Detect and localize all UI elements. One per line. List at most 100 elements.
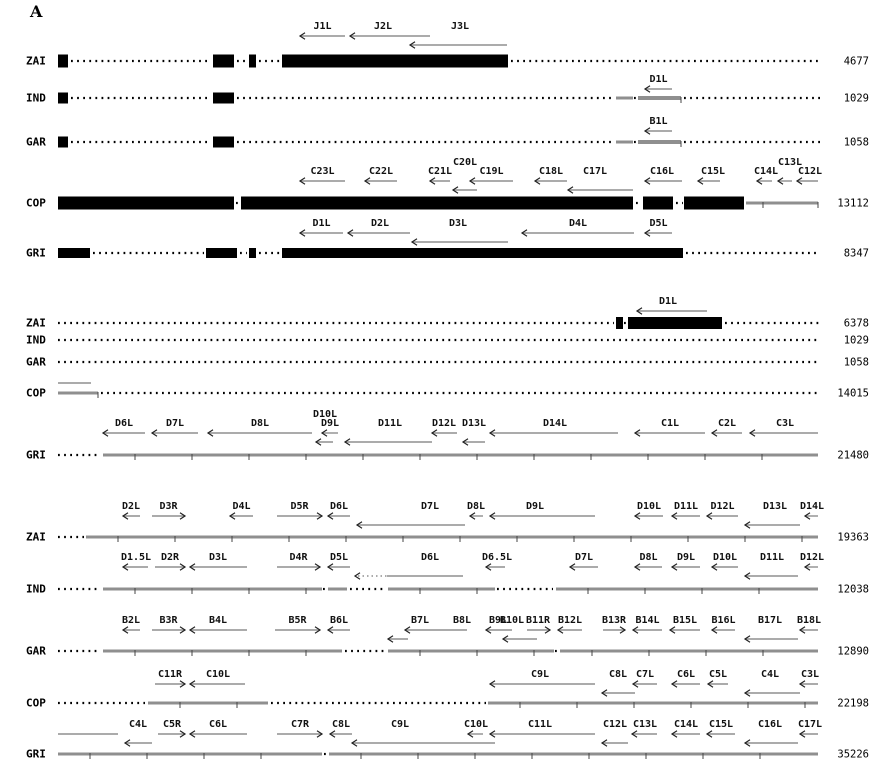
row-end-value: 35226 <box>837 749 869 761</box>
row-label: IND <box>26 583 46 596</box>
gene-c4l: C4L <box>123 719 152 747</box>
gene-arrowhead-right <box>179 512 187 520</box>
row-label: IND <box>26 92 46 105</box>
gene-c7l: C7L <box>631 669 657 688</box>
gene-c12l: C12L <box>795 166 822 185</box>
gene-arrowhead-left <box>743 521 751 529</box>
gene-arrowhead-left <box>743 572 751 580</box>
gene-d9l: D9L <box>670 552 700 571</box>
strain-row-cop-sec3: COP 22198 C11R C10L C9L C8L C7L C6L C5L C4L C3L <box>26 669 869 710</box>
gene-arrowhead-right <box>179 563 187 571</box>
track-black-bar <box>58 54 68 68</box>
gene-d11l: D11L <box>670 501 700 520</box>
gene-label: B8L <box>453 615 471 626</box>
gene-c20l: C20L <box>451 157 477 194</box>
gene-label: D12L <box>432 418 456 429</box>
gene-label: J3L <box>451 21 469 32</box>
gene-arrowhead-left <box>328 730 336 738</box>
gene-label: C4L <box>761 669 779 680</box>
gene-label: D1L <box>649 74 667 85</box>
gene-arrowhead-right <box>316 730 324 738</box>
gene-arrowhead-left <box>556 626 564 634</box>
gene-c11l: C11L <box>488 719 595 738</box>
gene-label: D12L <box>800 552 824 563</box>
gene-arrowhead-left <box>643 85 651 93</box>
gene-label: C6L <box>209 719 227 730</box>
row-end-value: 22198 <box>837 698 869 710</box>
gene-label: B16L <box>711 615 735 626</box>
row-label: GRI <box>26 247 46 260</box>
gene-arrowhead-left <box>468 177 476 185</box>
gene-label: C7L <box>636 669 654 680</box>
gene-label: D7L <box>421 501 439 512</box>
gene-label: D7L <box>575 552 593 563</box>
gene-c13l: C13L <box>776 157 802 185</box>
gene-d5l: D5L <box>326 552 350 571</box>
gene-d6l: D6L <box>101 418 145 437</box>
gene-c3l: C3L <box>748 418 818 437</box>
gene-arrowhead-left <box>188 563 196 571</box>
row-end-value: 19363 <box>837 532 869 544</box>
gene-arrowhead-left <box>403 626 411 634</box>
gene-d1.5l: D1.5L <box>121 552 151 571</box>
gene-label: C17L <box>583 166 607 177</box>
gene-label: D9L <box>526 501 544 512</box>
gene-arrowhead-left <box>743 689 751 697</box>
gene-b18l: B18L <box>797 615 821 634</box>
gene-label: D13L <box>763 501 787 512</box>
gene-arrowhead-left <box>705 730 713 738</box>
gene-d12l: D12L <box>430 418 457 437</box>
gene-label: D1L <box>659 296 677 307</box>
gene-d5r: D5R <box>277 501 324 520</box>
gene-arrowhead-left <box>320 429 328 437</box>
gene-d6l: D6L <box>353 552 463 580</box>
gene-d11l: D11L <box>343 418 432 446</box>
gene-label: D7L <box>166 418 184 429</box>
gene-label: C13L <box>633 719 657 730</box>
gene-d10l: D10L <box>633 501 663 520</box>
gene-label: D9L <box>321 418 339 429</box>
gene-label: D2L <box>122 501 140 512</box>
gene-b9l: B9L <box>484 615 512 634</box>
gene-c1l: C1L <box>633 418 705 437</box>
gene-arrowhead-left <box>488 512 496 520</box>
gene-label: D8L <box>251 418 269 429</box>
gene-arrowhead-left <box>798 730 806 738</box>
gene-arrowhead-left <box>633 429 641 437</box>
gene-label: D13L <box>462 418 486 429</box>
gene-label: B10L <box>500 615 524 626</box>
row-label: GRI <box>26 748 46 761</box>
gene-arrowhead-left <box>798 626 806 634</box>
gene-arrowhead-left <box>755 177 763 185</box>
gene-d13l: D13L <box>461 418 486 446</box>
row-end-value: 12038 <box>837 584 869 596</box>
track-black-bar <box>643 196 673 210</box>
gene-c16l: C16L <box>643 166 682 185</box>
gene-label: C9L <box>531 669 549 680</box>
gene-c8l: C8L <box>328 719 352 738</box>
gene-label: D6.5L <box>482 552 512 563</box>
gene-label: B2L <box>122 615 140 626</box>
gene-d14l: D14L <box>488 418 618 437</box>
track-black-bar <box>628 317 722 329</box>
gene-label: D3L <box>449 218 467 229</box>
gene-b5r: B5R <box>275 615 322 634</box>
gene-c15l: C15L <box>705 719 735 738</box>
gene-arrowhead-left <box>150 429 158 437</box>
gene-label: C18L <box>539 166 563 177</box>
gene-c8l: C8L <box>600 669 635 697</box>
gene-c7r: C7R <box>277 719 324 738</box>
gene-b15l: B15L <box>668 615 700 634</box>
gene-label: C1L <box>661 418 679 429</box>
gene-arrowhead-left <box>748 429 756 437</box>
gene-label: B17L <box>758 615 782 626</box>
gene-arrowhead-left <box>743 739 751 747</box>
track-black-bar <box>282 54 508 68</box>
track-black-bar <box>213 92 234 104</box>
gene-label: B11R <box>526 615 551 626</box>
gene-arrowhead-left <box>188 626 196 634</box>
gene-label: C9L <box>391 719 409 730</box>
